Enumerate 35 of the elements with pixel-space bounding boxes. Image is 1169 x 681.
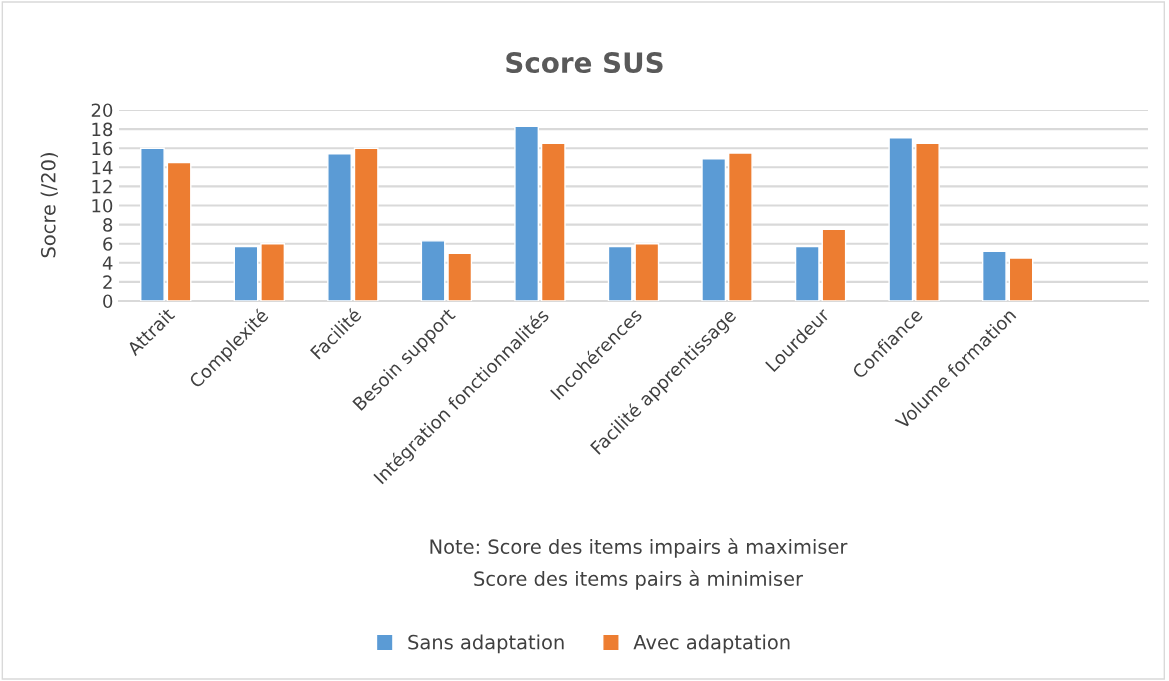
bar — [1008, 257, 1034, 301]
y-tick-label: 16 — [92, 141, 113, 156]
bar — [888, 136, 914, 301]
y-tick-label: 12 — [92, 179, 112, 194]
bar — [727, 152, 753, 301]
bar — [701, 158, 727, 301]
bar — [233, 245, 259, 301]
bar — [140, 147, 165, 301]
y-tick-label: 20 — [91, 103, 113, 118]
bar — [166, 161, 192, 301]
y-tick-label: 0 — [103, 294, 113, 309]
bar — [981, 250, 1007, 301]
text: Score des items pairs à minimiser — [474, 570, 804, 590]
y-tick-label: 10 — [92, 198, 113, 213]
bar — [260, 243, 286, 301]
bar — [353, 147, 379, 301]
bar — [447, 252, 473, 301]
chart-title: Score SUS — [506, 52, 663, 74]
y-tick-label: 2 — [103, 275, 112, 289]
bar — [915, 142, 940, 301]
text: Note: Score des items impairs à maximiser — [430, 538, 848, 558]
legend-label: Avec adaptation — [633, 634, 790, 654]
legend-label: Sans adaptation — [408, 634, 564, 654]
bar — [821, 228, 847, 301]
y-tick-label: 8 — [103, 218, 113, 232]
y-tick-label: 14 — [92, 161, 113, 175]
bar — [794, 245, 820, 301]
bar — [327, 153, 352, 301]
y-tick-label: 4 — [102, 256, 113, 270]
bar — [420, 240, 446, 301]
y-axis-title: Socre (/20) — [40, 153, 58, 258]
bar — [540, 142, 566, 301]
bar — [514, 125, 540, 301]
y-tick-label: 18 — [92, 122, 113, 137]
y-tick-label: 6 — [103, 237, 113, 251]
